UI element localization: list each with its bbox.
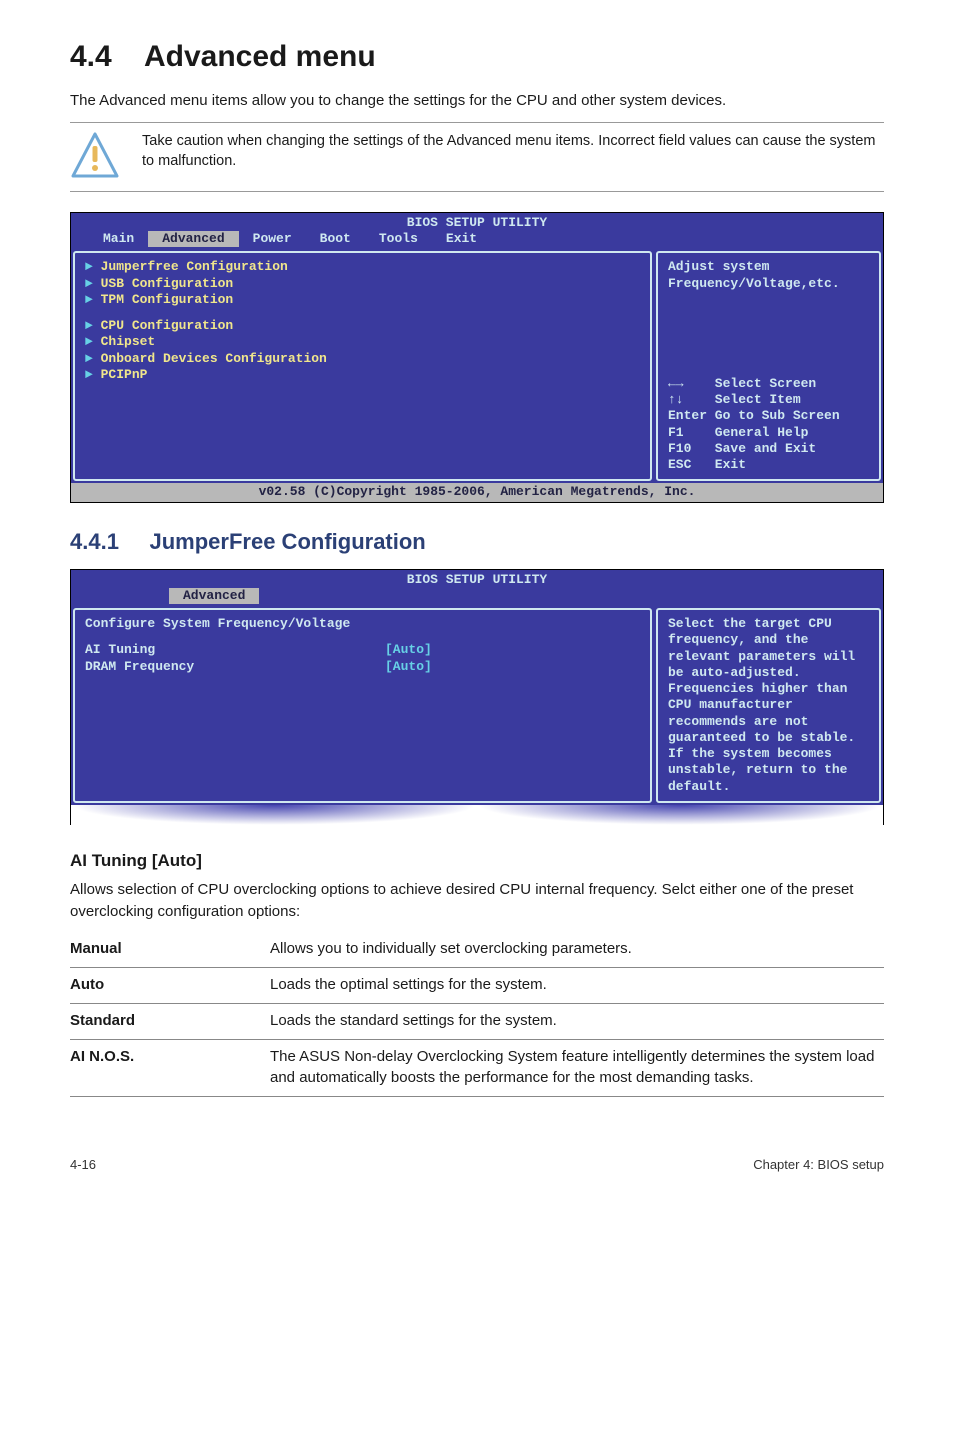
bios-title-2: BIOS SETUP UTILITY: [71, 570, 883, 588]
bios-left-pane-2: Configure System Frequency/Voltage AI Tu…: [73, 608, 652, 803]
option-desc: Allows you to individually set overclock…: [270, 932, 884, 968]
bios-help-keys: ←→ Select Screen ↑↓ Select Item Enter Go…: [668, 376, 869, 474]
aituning-heading: AI Tuning [Auto]: [70, 851, 884, 871]
bios-config-header: Configure System Frequency/Voltage: [85, 616, 640, 632]
aituning-intro: Allows selection of CPU overclocking opt…: [70, 879, 884, 923]
bios-tab-boot: Boot: [306, 231, 365, 247]
option-desc: Loads the standard settings for the syst…: [270, 1004, 884, 1040]
bios-footer: v02.58 (C)Copyright 1985-2006, American …: [71, 483, 883, 501]
section-title-text: Advanced menu: [144, 40, 376, 73]
bios-body-2: Configure System Frequency/Voltage AI Tu…: [71, 606, 883, 805]
bios-tab-row: MainAdvancedPowerBootToolsExit: [71, 231, 883, 249]
page-number: 4-16: [70, 1157, 96, 1172]
page-footer: 4-16 Chapter 4: BIOS setup: [70, 1157, 884, 1172]
caution-block: Take caution when changing the settings …: [70, 122, 884, 192]
table-row: StandardLoads the standard settings for …: [70, 1004, 884, 1040]
section-heading: 4.4 Advanced menu: [70, 40, 884, 74]
bios-config-value: [Auto]: [385, 642, 432, 658]
bios-menu-item: ► CPU Configuration: [85, 318, 640, 334]
bios-config-label: AI Tuning: [85, 642, 385, 658]
bios-title: BIOS SETUP UTILITY: [71, 213, 883, 231]
bios-menu-item: ► Chipset: [85, 334, 640, 350]
bios-fade: [71, 805, 883, 825]
bios-tab-advanced: Advanced: [169, 588, 259, 604]
bios-menu-item: ► Onboard Devices Configuration: [85, 351, 640, 367]
subsection-number: 4.4.1: [70, 529, 119, 554]
bios-config-row: DRAM Frequency[Auto]: [85, 659, 640, 675]
bios-screenshot-jumperfree: BIOS SETUP UTILITY Advanced Configure Sy…: [70, 569, 884, 825]
option-key: Manual: [70, 932, 270, 968]
caution-text: Take caution when changing the settings …: [142, 131, 884, 172]
bios-right-pane: Adjust system Frequency/Voltage,etc. ←→ …: [656, 251, 881, 481]
bios-config-row: AI Tuning[Auto]: [85, 642, 640, 658]
bios-left-pane: ► Jumperfree Configuration► USB Configur…: [73, 251, 652, 481]
bios-help-top: Adjust system Frequency/Voltage,etc.: [668, 259, 869, 292]
option-key: AI N.O.S.: [70, 1040, 270, 1097]
aituning-options-table: ManualAllows you to individually set ove…: [70, 932, 884, 1097]
caution-icon: [70, 131, 120, 181]
bios-tab-power: Power: [239, 231, 306, 247]
bios-config-label: DRAM Frequency: [85, 659, 385, 675]
bios-right-pane-2: Select the target CPU frequency, and the…: [656, 608, 881, 803]
bios-tab-advanced: Advanced: [148, 231, 238, 247]
bios-tab-tools: Tools: [365, 231, 432, 247]
section-number: 4.4: [70, 40, 112, 73]
bios-help-text: Select the target CPU frequency, and the…: [668, 616, 869, 795]
option-desc: Loads the optimal settings for the syste…: [270, 968, 884, 1004]
bios-menu-item: ► TPM Configuration: [85, 292, 640, 308]
section-intro: The Advanced menu items allow you to cha…: [70, 90, 884, 112]
bios-screenshot-advanced-menu: BIOS SETUP UTILITY MainAdvancedPowerBoot…: [70, 212, 884, 503]
bios-tab-main: Main: [89, 231, 148, 247]
bios-config-value: [Auto]: [385, 659, 432, 675]
table-row: AutoLoads the optimal settings for the s…: [70, 968, 884, 1004]
subsection-heading: 4.4.1 JumperFree Configuration: [70, 529, 884, 555]
chapter-label: Chapter 4: BIOS setup: [753, 1157, 884, 1172]
bios-menu-item: ► USB Configuration: [85, 276, 640, 292]
table-row: ManualAllows you to individually set ove…: [70, 932, 884, 968]
option-key: Standard: [70, 1004, 270, 1040]
bios-menu-item: ► PCIPnP: [85, 367, 640, 383]
option-desc: The ASUS Non-delay Overclocking System f…: [270, 1040, 884, 1097]
option-key: Auto: [70, 968, 270, 1004]
bios-body: ► Jumperfree Configuration► USB Configur…: [71, 249, 883, 483]
subsection-title: JumperFree Configuration: [150, 529, 426, 554]
table-row: AI N.O.S.The ASUS Non-delay Overclocking…: [70, 1040, 884, 1097]
bios-tab-row-2: Advanced: [71, 588, 883, 606]
bios-tab-exit: Exit: [432, 231, 491, 247]
bios-menu-item: ► Jumperfree Configuration: [85, 259, 640, 275]
